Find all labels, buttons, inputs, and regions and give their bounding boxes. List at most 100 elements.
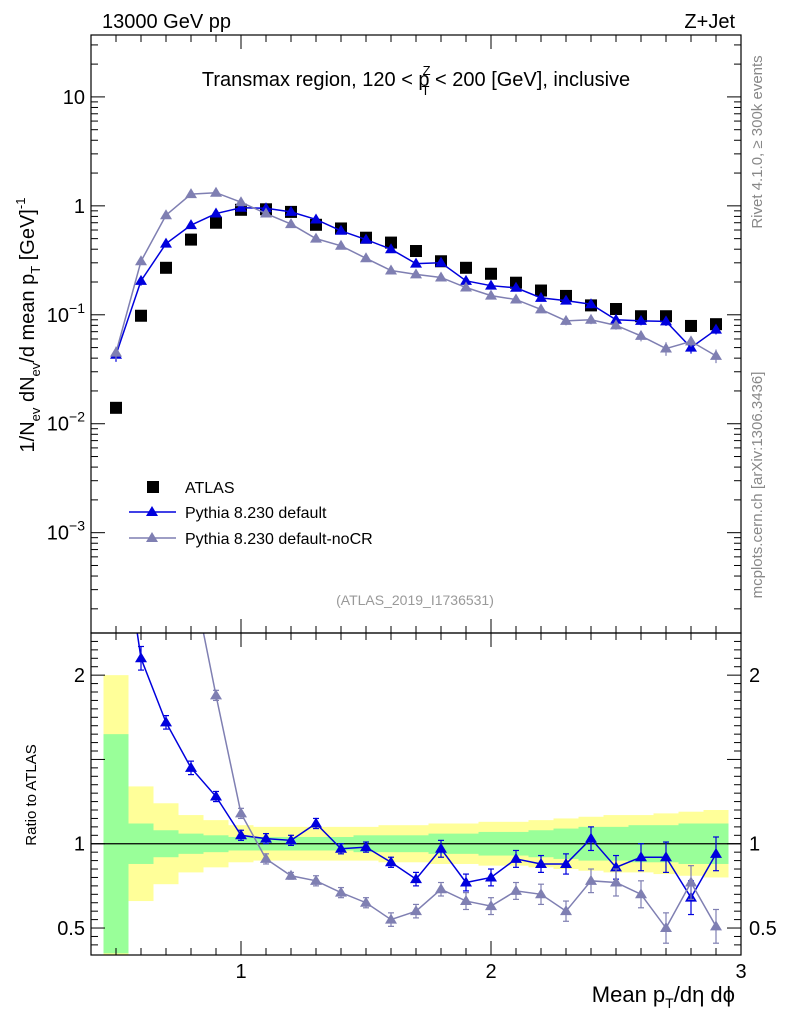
main-data-point [385,264,397,275]
ratio-data-point [660,851,672,862]
main-data-point [485,279,497,290]
ratio-y-axis-label: Ratio to ATLAS [23,744,40,845]
main-data-point [535,291,547,302]
main-data-point [360,252,372,263]
ratio-data-point [560,905,572,916]
main-series-default [110,201,722,362]
main-data-point [560,294,572,305]
legend-nocr-marker [146,532,158,542]
main-data-point [385,243,397,254]
main-data-point [685,319,697,332]
main-data-point [235,196,247,207]
main-data-point [410,268,422,279]
ratio-data-point [710,920,722,931]
ratio-plot-area [110,467,722,944]
header-process: Z+Jet [684,11,735,33]
ratio-data-point [360,841,372,852]
main-data-point [210,207,222,218]
ratio-data-point [185,565,197,575]
ratio-data-point [285,834,297,845]
main-data-point [210,216,222,229]
main-data-point [160,209,172,220]
ratio-data-point [660,922,672,933]
main-data-point [135,309,147,322]
ratio-data-point [360,896,372,907]
main-data-point [610,319,622,330]
analysis-watermark: (ATLAS_2019_I1736531) [336,592,494,608]
ratio-y-tick-label: 0.5 [57,918,85,940]
ratio-data-point [260,852,272,863]
mcplots-reference-label: mcplots.cern.ch [arXiv:1306.3436] [749,372,766,599]
main-data-point [510,281,522,292]
ratio-data-point [185,761,197,772]
ratio-data-point [535,857,547,868]
ratio-data-point [485,900,497,911]
ratio-data-point [560,857,572,868]
main-data-point [660,342,672,353]
main-data-point [585,298,597,309]
main-data-point [535,303,547,314]
main-data-point [660,315,672,326]
ratio-data-point [110,467,122,477]
ratio-data-point [285,869,297,880]
legend-default-marker [146,506,158,516]
main-data-point [360,233,372,244]
main-data-point [335,239,347,250]
main-data-point [435,256,447,267]
ratio-data-point [260,832,272,843]
main-data-point [310,232,322,243]
ratio-data-point [460,895,472,906]
ratio-data-point [685,876,697,887]
ratio-data-point [110,484,122,494]
legend-atlas-marker [147,481,159,493]
x-tick-label: 2 [485,961,496,983]
main-data-point [260,207,272,218]
header-energy: 13000 GeV pp [102,11,231,33]
main-data-point [110,401,122,414]
main-data-point [410,257,422,268]
main-data-point [585,313,597,324]
ratio-data-point [485,871,497,882]
ratio-data-point [635,888,647,899]
ratio-y-tick-label: 2 [74,665,85,687]
main-data-point [310,213,322,224]
main-plot-title: Transmax region, 120 < pZ T < 200 [GeV], … [202,63,630,98]
main-data-point [635,329,647,340]
ratio-data-point [435,883,447,894]
main-data-point [435,271,447,282]
main-data-point [635,314,647,325]
legend: ATLAS Pythia 8.230 default Pythia 8.230 … [129,480,373,548]
ratio-y-tick-label-right: 2 [749,665,760,687]
main-data-point [235,201,247,212]
main-data-point [485,267,497,280]
main-data-point [335,224,347,235]
legend-default-label: Pythia 8.230 default [185,505,327,522]
ratio-data-point [135,475,147,485]
ratio-data-point [385,913,397,924]
main-data-point [285,205,297,216]
main-data-point [110,346,122,357]
x-tick-label: 3 [735,961,746,983]
ratio-data-point [135,652,147,663]
ratio-data-point [335,842,347,853]
main-data-point [185,233,197,246]
ratio-data-point [235,829,247,840]
ratio-data-point [535,888,547,899]
ratio-data-point [585,874,597,885]
main-data-point [160,237,172,248]
ratio-data-point [410,873,422,884]
main-y-tick-label: 10−2 [47,409,85,436]
main-data-point [710,323,722,334]
main-data-point [135,274,147,285]
ratio-data-point [710,847,722,858]
main-y-axis-label: 1/Nev dNev/d mean pT [GeV]-1 [13,198,43,453]
ratio-data-point [435,842,447,853]
ratio-y-tick-label-right: 0.5 [749,918,777,940]
main-data-point [185,219,197,230]
ratio-data-point [410,905,422,916]
main-y-tick-label: 10−3 [47,518,85,545]
ratio-series-nocr [110,467,722,944]
main-data-point [510,293,522,304]
main-data-point [460,281,472,292]
